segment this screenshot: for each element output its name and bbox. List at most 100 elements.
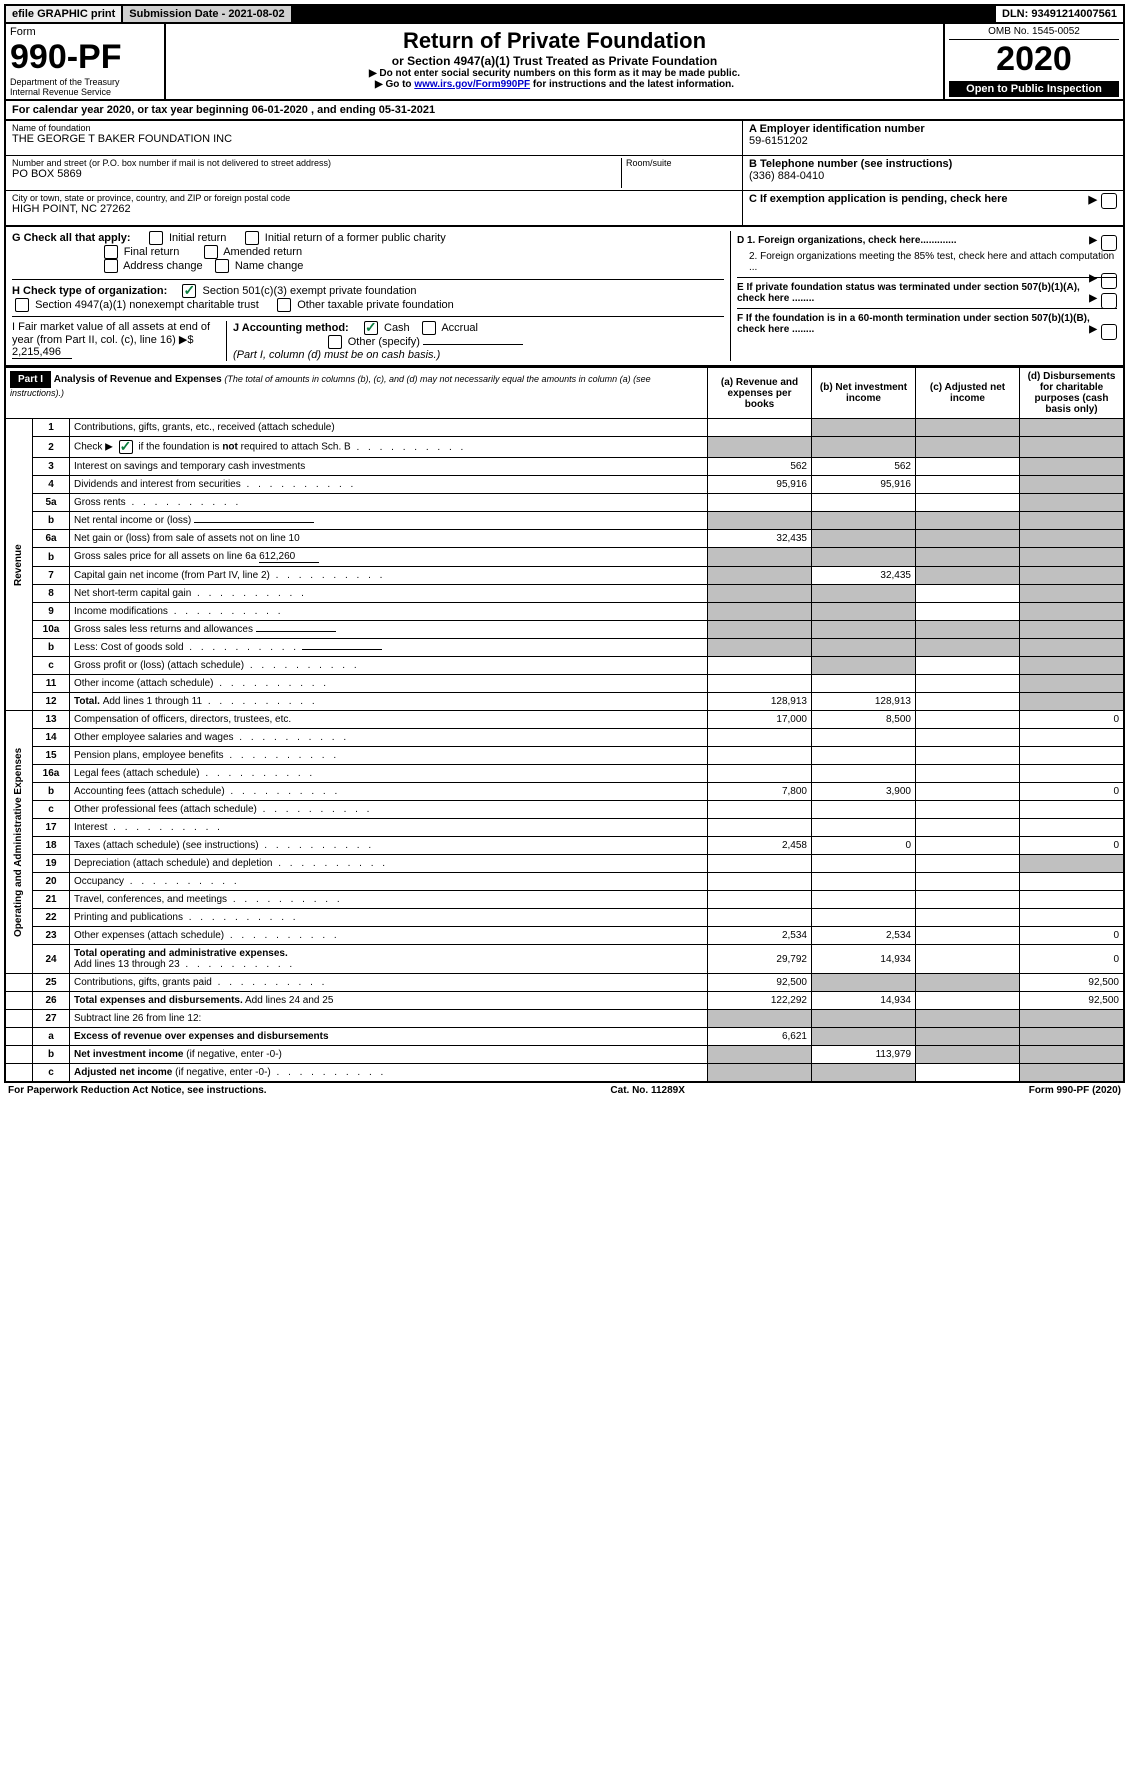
f-row: F If the foundation is in a 60-month ter… <box>737 309 1117 339</box>
address: PO BOX 5869 <box>12 168 621 180</box>
row-num: c <box>33 801 70 819</box>
row-label: Other employee salaries and wages <box>70 729 708 747</box>
g-label: G Check all that apply: <box>12 232 131 244</box>
table-row: bAccounting fees (attach schedule)7,8003… <box>5 783 1124 801</box>
exemption-label: C If exemption application is pending, c… <box>749 193 1008 205</box>
row-label: Other professional fees (attach schedule… <box>70 801 708 819</box>
cash-checkbox[interactable] <box>364 321 378 335</box>
row-label: Net short-term capital gain <box>70 585 708 603</box>
phone-cell: B Telephone number (see instructions) (3… <box>743 156 1123 191</box>
table-row: bNet rental income or (loss) <box>5 512 1124 530</box>
4947-checkbox[interactable] <box>15 298 29 312</box>
row-num: b <box>33 639 70 657</box>
e-checkbox[interactable] <box>1101 293 1117 309</box>
row-label: Subtract line 26 from line 12: <box>70 1010 708 1028</box>
table-row: 3Interest on savings and temporary cash … <box>5 458 1124 476</box>
table-row: aExcess of revenue over expenses and dis… <box>5 1028 1124 1046</box>
form-header: Form 990-PF Department of the Treasury I… <box>4 24 1125 101</box>
amended-return-checkbox[interactable] <box>204 245 218 259</box>
f-checkbox[interactable] <box>1101 324 1117 340</box>
other-spec-label: Other (specify) <box>348 336 420 348</box>
submission-date: Submission Date - 2021-08-02 <box>123 6 290 22</box>
row-num: b <box>33 1046 70 1064</box>
table-row: 17Interest <box>5 819 1124 837</box>
table-row: 23Other expenses (attach schedule)2,5342… <box>5 927 1124 945</box>
d2-label: 2. Foreign organizations meeting the 85%… <box>737 251 1117 273</box>
check-section: G Check all that apply: Initial return I… <box>4 227 1125 367</box>
row-num: 19 <box>33 855 70 873</box>
top-bar: efile GRAPHIC print Submission Date - 20… <box>4 4 1125 24</box>
revenue-vert-label: Revenue <box>5 419 33 711</box>
table-row: 12Total. Add lines 1 through 11128,91312… <box>5 693 1124 711</box>
other-spec-checkbox[interactable] <box>328 335 342 349</box>
row-label: Total expenses and disbursements. Add li… <box>70 992 708 1010</box>
top-spacer <box>293 6 996 22</box>
inst2-suffix: for instructions and the latest informat… <box>530 79 734 90</box>
501c3-checkbox[interactable] <box>182 284 196 298</box>
row-num: 7 <box>33 567 70 585</box>
calendar-year-line: For calendar year 2020, or tax year begi… <box>4 101 1125 121</box>
part1-header-row: Part I Analysis of Revenue and Expenses … <box>5 368 1124 419</box>
schb-checkbox[interactable] <box>119 440 133 454</box>
dept-treasury: Department of the Treasury <box>10 77 160 87</box>
final-return-checkbox[interactable] <box>104 245 118 259</box>
name-change-label: Name change <box>235 260 304 272</box>
row-label: Occupancy <box>70 873 708 891</box>
omb-number: OMB No. 1545-0052 <box>949 26 1119 40</box>
row-num: 11 <box>33 675 70 693</box>
header-center: Return of Private Foundation or Section … <box>166 24 943 99</box>
other-taxable-checkbox[interactable] <box>277 298 291 312</box>
e-label: E If private foundation status was termi… <box>737 282 1080 304</box>
d-row: D 1. Foreign organizations, check here..… <box>737 231 1117 278</box>
arrow-icon: ▶ <box>1089 193 1097 206</box>
g-row: G Check all that apply: Initial return I… <box>12 231 724 273</box>
row-num: 10a <box>33 621 70 639</box>
cell-value: 128,913 <box>812 693 916 711</box>
name-change-checkbox[interactable] <box>215 259 229 273</box>
cell-value: 92,500 <box>708 974 812 992</box>
form-label: Form <box>10 26 160 38</box>
table-row: 4Dividends and interest from securities9… <box>5 476 1124 494</box>
city-value: HIGH POINT, NC 27262 <box>12 203 736 215</box>
row-label: Total operating and administrative expen… <box>70 945 708 974</box>
addr-change-checkbox[interactable] <box>104 259 118 273</box>
footer-left: For Paperwork Reduction Act Notice, see … <box>8 1085 267 1096</box>
row-num: 8 <box>33 585 70 603</box>
irs-link[interactable]: www.irs.gov/Form990PF <box>414 79 530 90</box>
initial-former-checkbox[interactable] <box>245 231 259 245</box>
initial-return-checkbox[interactable] <box>149 231 163 245</box>
table-row: 8Net short-term capital gain <box>5 585 1124 603</box>
row-label: Excess of revenue over expenses and disb… <box>70 1028 708 1046</box>
check-left: G Check all that apply: Initial return I… <box>12 231 731 361</box>
exemption-checkbox[interactable] <box>1101 193 1117 209</box>
row-num: 18 <box>33 837 70 855</box>
row-label: Gross rents <box>70 494 708 512</box>
cell-value: 562 <box>812 458 916 476</box>
501c3-label: Section 501(c)(3) exempt private foundat… <box>203 285 417 297</box>
table-row: 26Total expenses and disbursements. Add … <box>5 992 1124 1010</box>
4947-label: Section 4947(a)(1) nonexempt charitable … <box>35 299 259 311</box>
table-row: cGross profit or (loss) (attach schedule… <box>5 657 1124 675</box>
d1-checkbox[interactable] <box>1101 235 1117 251</box>
cell-value: 113,979 <box>812 1046 916 1064</box>
h-row: H Check type of organization: Section 50… <box>12 279 724 312</box>
phone-label: B Telephone number (see instructions) <box>749 158 1117 170</box>
row-label: Net gain or (loss) from sale of assets n… <box>70 530 708 548</box>
accrual-checkbox[interactable] <box>422 321 436 335</box>
form-title: Return of Private Foundation <box>170 28 939 54</box>
arrow-icon: ▶ <box>1089 235 1097 246</box>
amended-return-label: Amended return <box>223 246 302 258</box>
cell-value: 14,934 <box>812 992 916 1010</box>
entity-right: A Employer identification number 59-6151… <box>742 121 1123 225</box>
table-row: 7Capital gain net income (from Part IV, … <box>5 567 1124 585</box>
initial-return-label: Initial return <box>169 232 226 244</box>
d2-checkbox[interactable] <box>1101 273 1117 289</box>
final-return-label: Final return <box>124 246 180 258</box>
row-num: 12 <box>33 693 70 711</box>
cell-value: 0 <box>1020 711 1125 729</box>
row-num: b <box>33 548 70 567</box>
row-label: Printing and publications <box>70 909 708 927</box>
table-row: 9Income modifications <box>5 603 1124 621</box>
ein-cell: A Employer identification number 59-6151… <box>743 121 1123 156</box>
table-row: 24Total operating and administrative exp… <box>5 945 1124 974</box>
